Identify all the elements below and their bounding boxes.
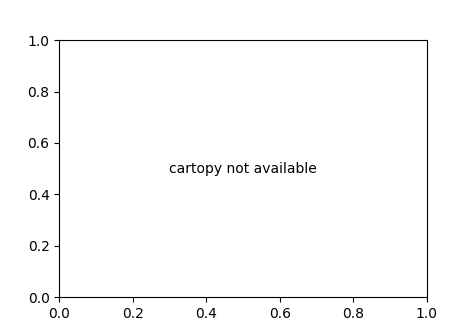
Text: cartopy not available: cartopy not available [169, 162, 317, 176]
